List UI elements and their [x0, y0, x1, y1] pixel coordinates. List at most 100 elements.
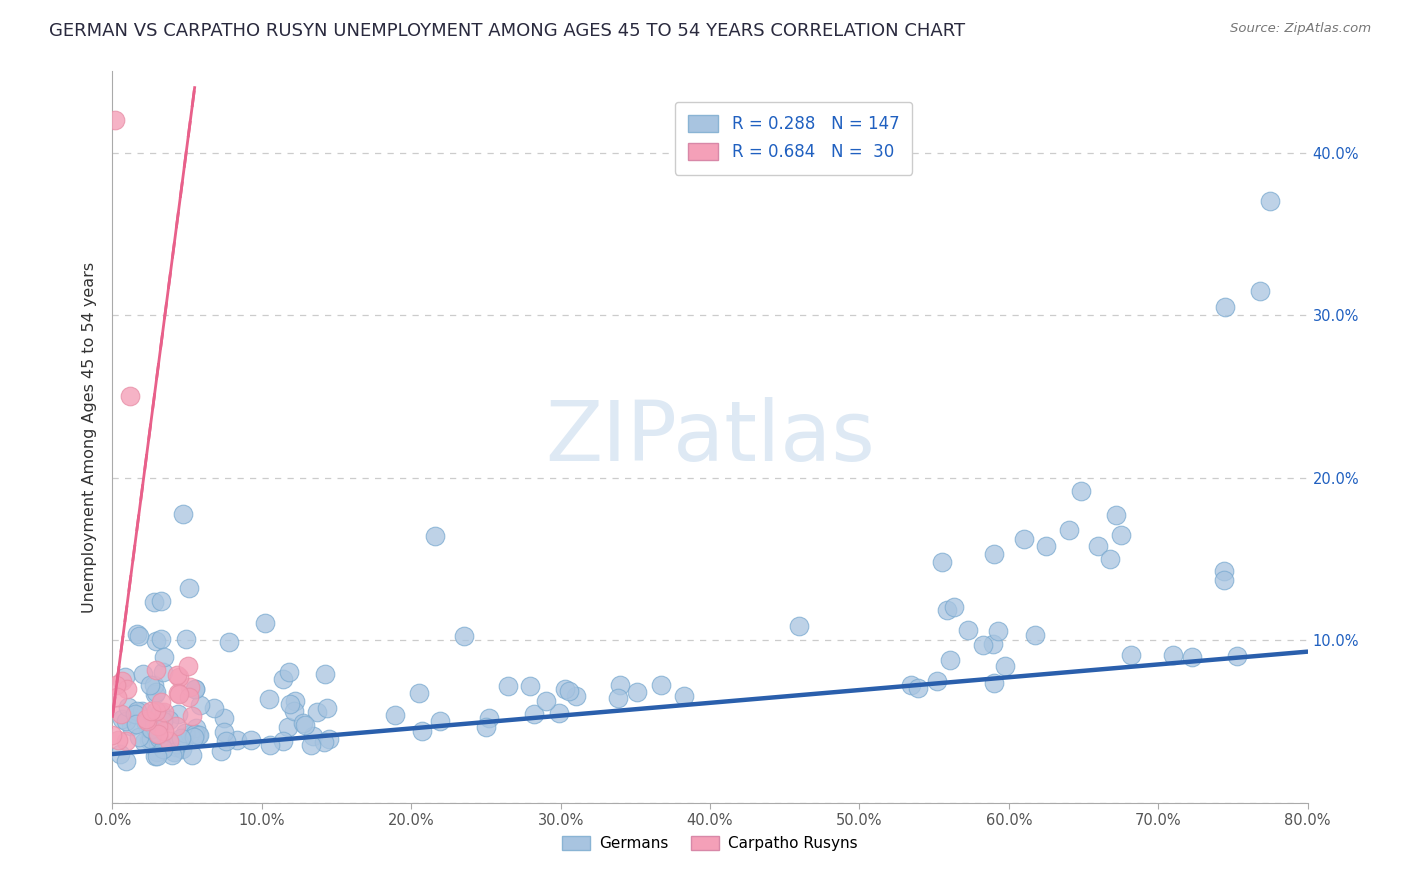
Legend: Germans, Carpatho Rusyns: Germans, Carpatho Rusyns — [557, 830, 863, 857]
Point — [101, 729, 124, 743]
Point — [138, 732, 160, 747]
Point — [900, 678, 922, 692]
Point — [169, 733, 191, 747]
Point — [145, 633, 167, 648]
Point — [429, 714, 451, 729]
Point — [146, 728, 169, 742]
Point — [1121, 648, 1143, 662]
Point — [127, 704, 149, 718]
Point — [145, 663, 167, 677]
Point — [166, 668, 188, 682]
Point — [453, 629, 475, 643]
Point — [534, 694, 557, 708]
Point — [139, 678, 162, 692]
Point — [111, 674, 134, 689]
Point — [157, 734, 180, 748]
Point — [177, 690, 200, 705]
Point — [186, 721, 208, 735]
Point — [104, 113, 127, 128]
Point — [1035, 539, 1057, 553]
Point — [124, 707, 146, 722]
Point — [117, 700, 139, 714]
Point — [139, 704, 162, 718]
Point — [278, 665, 301, 679]
Point — [177, 582, 200, 596]
Point — [174, 726, 197, 740]
Point — [143, 748, 166, 763]
Point — [292, 716, 315, 731]
Point — [135, 716, 157, 731]
Point — [1070, 483, 1092, 498]
Point — [114, 670, 136, 684]
Point — [148, 731, 170, 746]
Point — [115, 714, 138, 728]
Text: Source: ZipAtlas.com: Source: ZipAtlas.com — [1230, 22, 1371, 36]
Point — [987, 624, 1010, 638]
Point — [209, 744, 232, 758]
Point — [157, 713, 180, 727]
Point — [172, 507, 194, 521]
Point — [148, 736, 170, 750]
Point — [136, 714, 159, 729]
Point — [163, 745, 186, 759]
Point — [257, 692, 280, 706]
Point — [408, 686, 430, 700]
Point — [1099, 552, 1122, 566]
Point — [145, 704, 167, 718]
Point — [165, 719, 187, 733]
Point — [166, 737, 188, 751]
Point — [131, 666, 153, 681]
Point — [1226, 649, 1249, 664]
Point — [1161, 648, 1184, 663]
Point — [104, 678, 127, 692]
Point — [212, 725, 235, 739]
Point — [152, 665, 174, 679]
Point — [972, 638, 994, 652]
Point — [278, 697, 301, 711]
Point — [557, 684, 579, 698]
Point — [925, 673, 948, 688]
Point — [110, 707, 132, 722]
Point — [179, 680, 201, 694]
Point — [143, 678, 166, 692]
Point — [609, 678, 631, 692]
Point — [1024, 628, 1046, 642]
Point — [1105, 508, 1128, 522]
Point — [153, 649, 176, 664]
Point — [132, 735, 155, 749]
Point — [107, 732, 129, 747]
Point — [423, 529, 446, 543]
Point — [212, 711, 235, 725]
Point — [152, 705, 174, 719]
Point — [146, 748, 169, 763]
Point — [316, 701, 339, 715]
Point — [125, 627, 148, 641]
Point — [181, 747, 204, 762]
Point — [1212, 564, 1234, 578]
Point — [225, 732, 247, 747]
Point — [983, 676, 1005, 690]
Point — [145, 685, 167, 699]
Point — [148, 719, 170, 733]
Point — [167, 707, 190, 722]
Point — [283, 704, 305, 718]
Point — [167, 686, 190, 700]
Point — [125, 716, 148, 731]
Point — [981, 638, 1004, 652]
Point — [184, 681, 207, 696]
Point — [907, 681, 929, 696]
Point — [305, 705, 328, 719]
Point — [548, 706, 571, 720]
Point — [148, 727, 170, 741]
Point — [1249, 284, 1271, 298]
Point — [176, 659, 198, 673]
Point — [160, 748, 183, 763]
Point — [143, 725, 166, 739]
Point — [169, 670, 191, 684]
Point — [108, 747, 131, 761]
Point — [187, 728, 209, 742]
Point — [942, 599, 965, 614]
Point — [318, 732, 340, 747]
Point — [607, 691, 630, 706]
Point — [131, 704, 153, 718]
